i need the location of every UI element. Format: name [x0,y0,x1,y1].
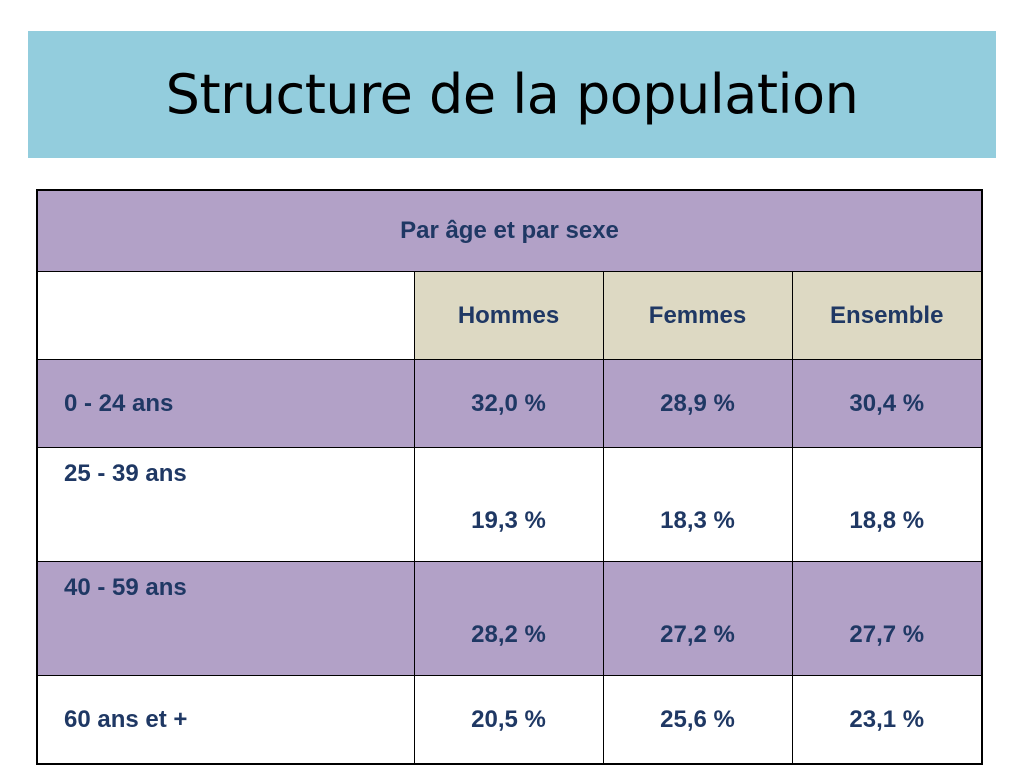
header-corner-cell [36,271,415,360]
column-header-ensemble: Ensemble [791,271,983,360]
cell-ensemble: 30,4 % [791,359,983,448]
cell-hommes: 32,0 % [413,359,604,448]
table-row: 0 - 24 ans 32,0 % 28,9 % 30,4 % [36,359,983,448]
column-header-femmes: Femmes [602,271,793,360]
row-label: 0 - 24 ans [36,359,415,448]
table-row: 25 - 39 ans 19,3 % 18,3 % 18,8 % [36,447,983,562]
table-row: 40 - 59 ans 28,2 % 27,2 % 27,7 % [36,561,983,676]
table-row: 60 ans et + 20,5 % 25,6 % 23,1 % [36,675,983,765]
table-header-row: Hommes Femmes Ensemble [36,271,983,360]
page-title: Structure de la population [165,63,859,126]
row-label: 40 - 59 ans [36,561,415,676]
table-caption: Par âge et par sexe [36,189,983,272]
cell-hommes: 20,5 % [413,675,604,765]
table-caption-row: Par âge et par sexe [36,189,983,272]
row-label: 60 ans et + [36,675,415,765]
cell-hommes: 19,3 % [413,447,604,562]
cell-femmes: 27,2 % [602,561,793,676]
population-table: Par âge et par sexe Hommes Femmes Ensemb… [36,189,983,765]
cell-femmes: 18,3 % [602,447,793,562]
cell-hommes: 28,2 % [413,561,604,676]
title-banner: Structure de la population [28,31,996,158]
column-header-hommes: Hommes [413,271,604,360]
cell-ensemble: 23,1 % [791,675,983,765]
cell-femmes: 25,6 % [602,675,793,765]
cell-femmes: 28,9 % [602,359,793,448]
row-label: 25 - 39 ans [36,447,415,562]
cell-ensemble: 18,8 % [791,447,983,562]
cell-ensemble: 27,7 % [791,561,983,676]
